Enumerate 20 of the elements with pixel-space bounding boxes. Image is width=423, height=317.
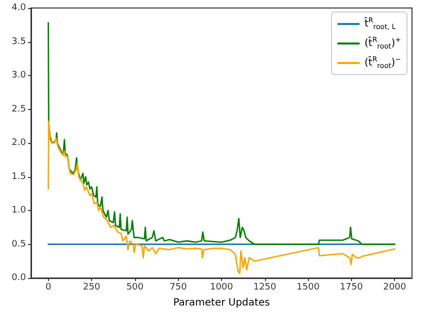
x-tick-label: 500 [126,282,144,292]
y-tick-label: 4.0 [12,3,26,13]
y-tick-label: 1.0 [12,206,26,216]
x-tick-label: 0 [45,282,52,292]
x-tick-label: 1000 [210,282,234,292]
y-tick-label: 1.5 [12,172,26,182]
x-tick-label: 250 [83,282,100,292]
y-tick-label: 0.5 [12,239,26,250]
y-tick-label: 3.0 [12,70,26,80]
x-tick-label: 1250 [253,282,277,292]
x-tick-label: 2000 [383,282,406,292]
x-axis-title: Parameter Updates [173,298,270,308]
y-tick-label: 2.5 [12,104,26,114]
y-tick-label: 2.0 [12,138,26,148]
line-series [48,120,396,274]
x-tick-label: 750 [170,282,188,292]
y-tick-label: 0.0 [12,273,26,283]
x-tick-label: 1750 [340,282,364,292]
y-tick-label: 3.5 [12,36,26,47]
x-tick-label: 1500 [296,282,320,292]
